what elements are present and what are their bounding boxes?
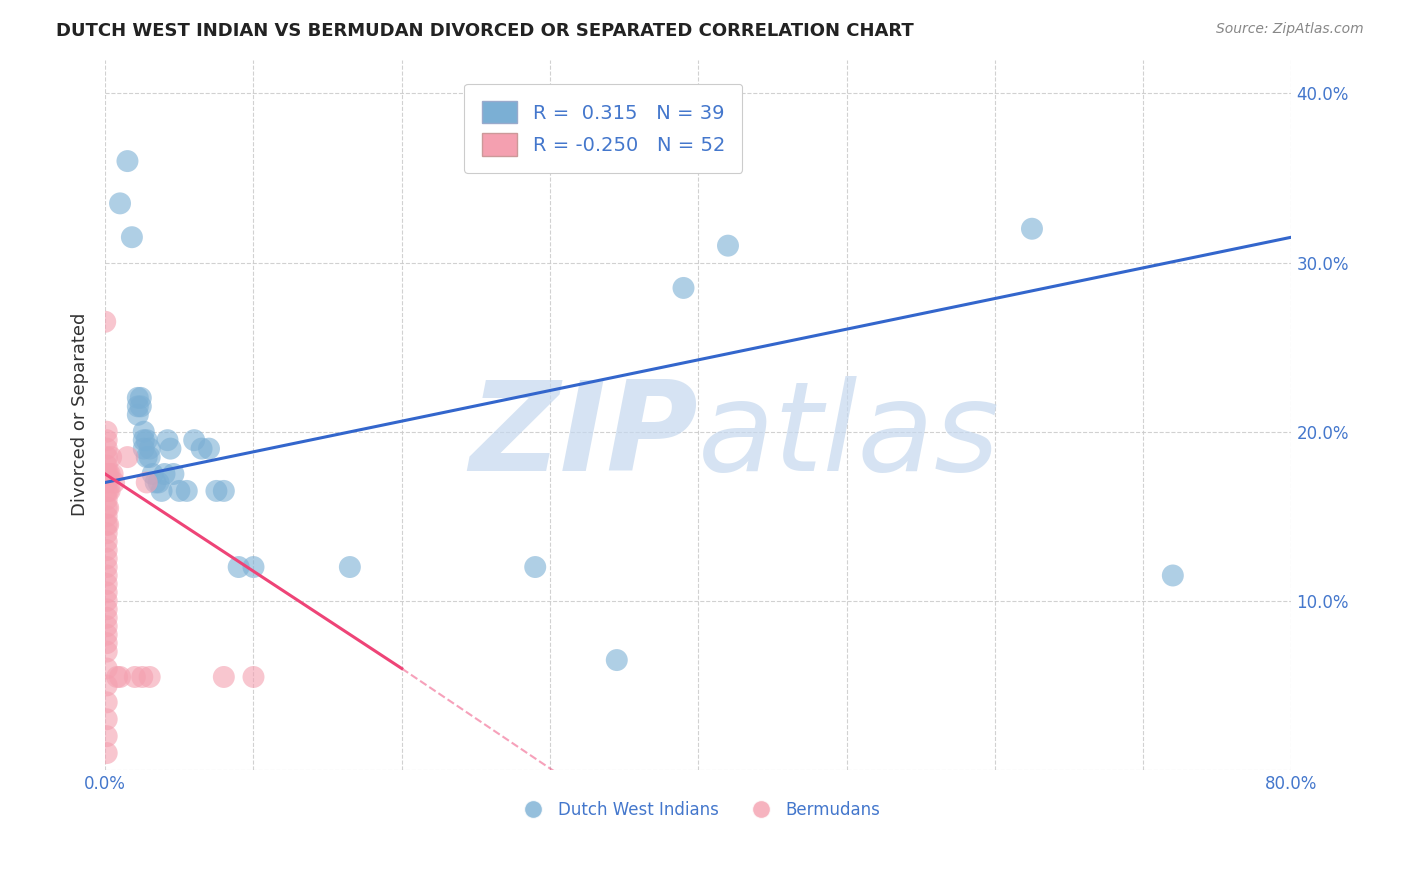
Point	[97, 483, 120, 498]
Point	[100, 450, 122, 464]
Point	[132, 442, 155, 456]
Point	[159, 442, 181, 456]
Point	[96, 695, 118, 709]
Point	[129, 400, 152, 414]
Point	[103, 475, 125, 490]
Point	[212, 670, 235, 684]
Point	[242, 560, 264, 574]
Legend: Dutch West Indians, Bermudans: Dutch West Indians, Bermudans	[509, 794, 887, 826]
Point	[96, 492, 118, 507]
Point	[96, 661, 118, 675]
Y-axis label: Divorced or Separated: Divorced or Separated	[72, 313, 89, 516]
Point	[96, 611, 118, 625]
Text: ZIP: ZIP	[470, 376, 699, 497]
Point	[94, 315, 117, 329]
Point	[156, 433, 179, 447]
Point	[97, 517, 120, 532]
Point	[242, 670, 264, 684]
Text: Source: ZipAtlas.com: Source: ZipAtlas.com	[1216, 22, 1364, 37]
Point	[96, 483, 118, 498]
Point	[96, 425, 118, 439]
Point	[212, 483, 235, 498]
Point	[138, 442, 160, 456]
Point	[138, 450, 160, 464]
Point	[96, 517, 118, 532]
Point	[190, 442, 212, 456]
Text: atlas: atlas	[699, 376, 1001, 497]
Point	[105, 670, 128, 684]
Point	[127, 400, 149, 414]
Point	[96, 602, 118, 616]
Point	[127, 408, 149, 422]
Point	[117, 154, 139, 169]
Point	[96, 636, 118, 650]
Point	[150, 483, 173, 498]
Point	[96, 551, 118, 566]
Point	[101, 467, 124, 481]
Point	[198, 442, 221, 456]
Point	[96, 644, 118, 658]
Point	[717, 238, 740, 252]
Point	[97, 467, 120, 481]
Point	[135, 475, 157, 490]
Point	[96, 577, 118, 591]
Point	[672, 281, 695, 295]
Point	[228, 560, 250, 574]
Point	[98, 483, 121, 498]
Point	[96, 594, 118, 608]
Point	[1161, 568, 1184, 582]
Point	[183, 433, 205, 447]
Point	[138, 670, 160, 684]
Text: DUTCH WEST INDIAN VS BERMUDAN DIVORCED OR SEPARATED CORRELATION CHART: DUTCH WEST INDIAN VS BERMUDAN DIVORCED O…	[56, 22, 914, 40]
Point	[339, 560, 361, 574]
Point	[169, 483, 191, 498]
Point	[96, 509, 118, 524]
Point	[96, 442, 118, 456]
Point	[96, 746, 118, 760]
Point	[121, 230, 143, 244]
Point	[117, 450, 139, 464]
Point	[96, 543, 118, 558]
Point	[148, 475, 170, 490]
Point	[145, 475, 167, 490]
Point	[96, 475, 118, 490]
Point	[524, 560, 547, 574]
Point	[127, 391, 149, 405]
Point	[98, 467, 121, 481]
Point	[132, 433, 155, 447]
Point	[142, 467, 165, 481]
Point	[96, 500, 118, 515]
Point	[96, 619, 118, 633]
Point	[96, 628, 118, 642]
Point	[96, 534, 118, 549]
Point	[131, 670, 153, 684]
Point	[606, 653, 628, 667]
Point	[96, 433, 118, 447]
Point	[96, 467, 118, 481]
Point	[135, 433, 157, 447]
Point	[153, 467, 176, 481]
Point	[205, 483, 228, 498]
Point	[96, 585, 118, 599]
Point	[96, 678, 118, 692]
Point	[162, 467, 184, 481]
Point	[96, 568, 118, 582]
Point	[1021, 221, 1043, 235]
Point	[96, 526, 118, 541]
Point	[96, 729, 118, 743]
Point	[96, 450, 118, 464]
Point	[96, 560, 118, 574]
Point	[176, 483, 198, 498]
Point	[108, 196, 131, 211]
Point	[124, 670, 146, 684]
Point	[108, 670, 131, 684]
Point	[96, 712, 118, 726]
Point	[132, 425, 155, 439]
Point	[97, 500, 120, 515]
Point	[96, 458, 118, 473]
Point	[135, 450, 157, 464]
Point	[129, 391, 152, 405]
